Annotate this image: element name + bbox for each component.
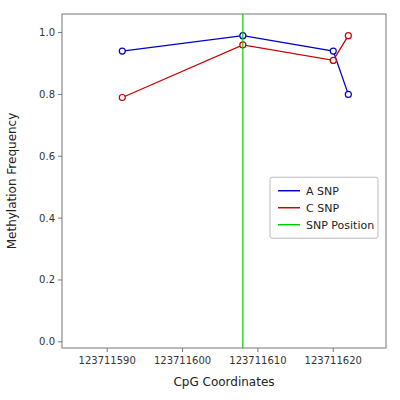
x-tick-label: 123711610 [229,355,286,366]
y-tick-label: 0.4 [39,213,55,224]
y-tick [58,94,62,95]
x-axis-label: CpG Coordinates [173,375,274,389]
x-tick-label: 123711600 [154,355,211,366]
legend-swatch [278,224,300,226]
point [345,91,351,97]
chart: 123711590 123711600 123711610 123711620 0.0 0… [0,0,400,400]
y-tick [58,341,62,342]
y-axis-label: Methylation Frequency [5,113,19,250]
point [119,48,125,54]
x-tick-label: 123711620 [305,355,362,366]
point [345,33,351,39]
x-tick [333,348,334,352]
y-tick [58,279,62,280]
legend-swatch [278,190,300,192]
plot-frame [62,14,386,348]
x-tick [107,348,108,352]
y-tick-label: 0.2 [39,274,55,285]
legend-label: SNP Position [306,219,374,232]
y-tick [58,218,62,219]
series-line [122,36,348,95]
y-tick-label: 1.0 [39,27,55,38]
point [330,57,336,63]
legend-swatch [278,207,300,209]
y-tick [58,32,62,33]
y-tick-label: 0.8 [39,89,55,100]
x-tick [182,348,183,352]
legend-label: A SNP [306,185,339,198]
x-tick [257,348,258,352]
x-tick-label: 123711590 [79,355,136,366]
point [330,48,336,54]
point [119,95,125,101]
legend-box [270,177,378,238]
y-tick-label: 0.0 [39,336,55,347]
y-tick-label: 0.6 [39,151,55,162]
series-line [122,36,348,98]
legend: A SNP C SNP SNP Position [270,177,378,238]
y-tick [58,156,62,157]
snp-line [242,14,243,348]
legend-label: C SNP [306,202,339,215]
